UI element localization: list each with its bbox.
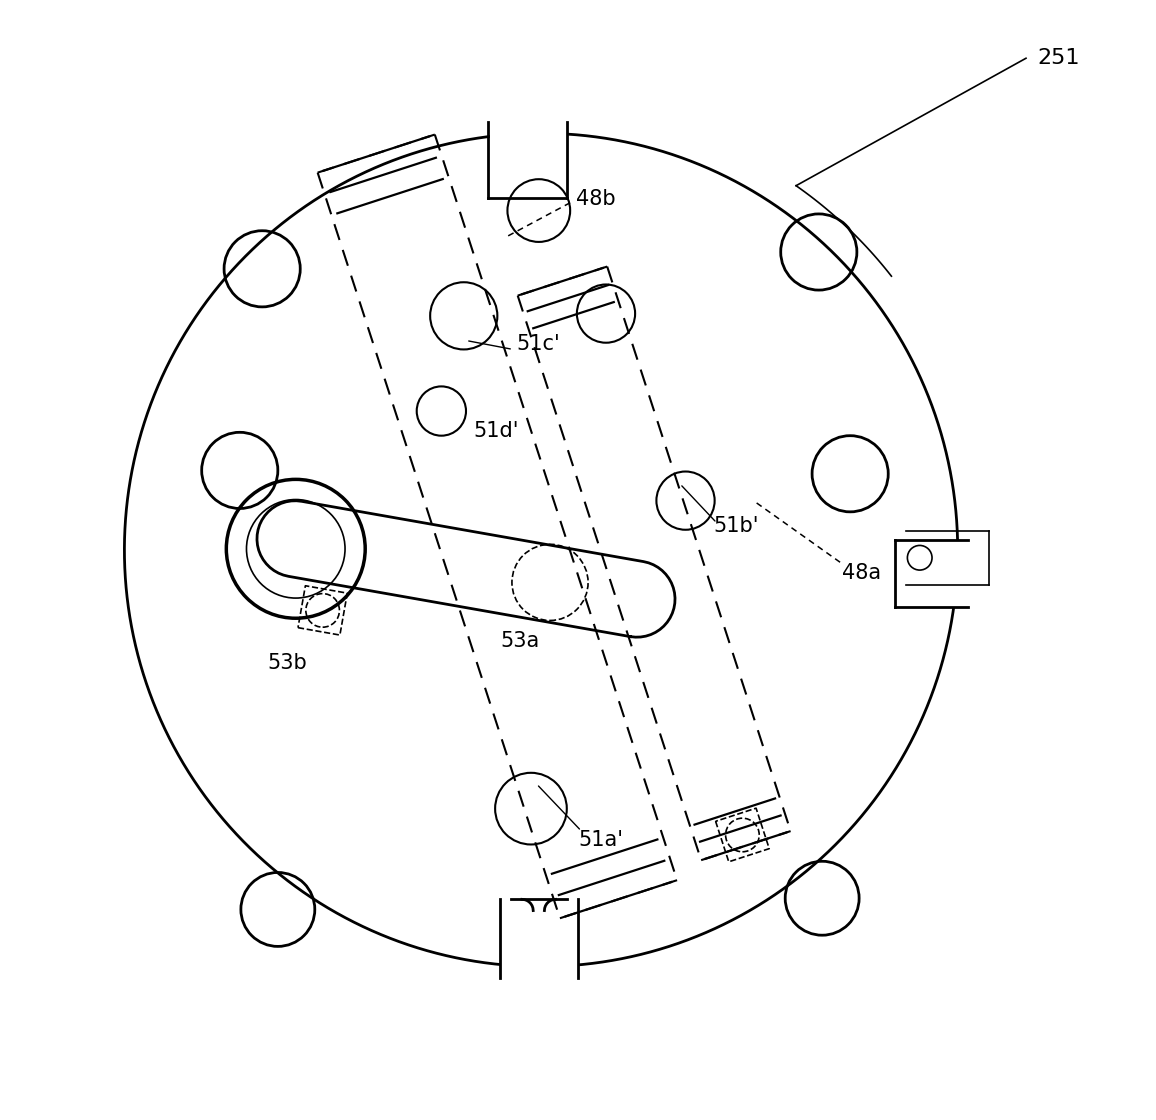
Text: 53a: 53a — [501, 631, 540, 651]
Text: 51c': 51c' — [517, 334, 561, 354]
Text: 48a: 48a — [843, 563, 881, 584]
Text: 51b': 51b' — [713, 516, 759, 536]
Polygon shape — [897, 541, 991, 606]
Text: 48b: 48b — [576, 189, 615, 209]
Text: 51a': 51a' — [578, 830, 623, 850]
Polygon shape — [501, 900, 577, 1000]
Text: 251: 251 — [1037, 48, 1080, 68]
Polygon shape — [489, 100, 565, 197]
Text: 51d': 51d' — [474, 421, 519, 441]
Text: 53b: 53b — [267, 653, 306, 673]
